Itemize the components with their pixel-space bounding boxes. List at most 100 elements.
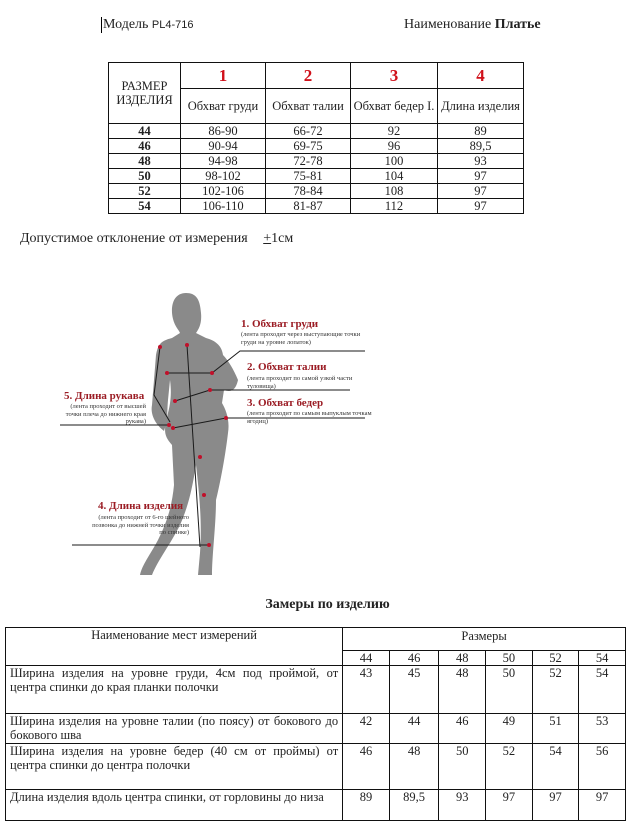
cell: 66-72 — [265, 123, 351, 139]
cell: 52 — [485, 743, 533, 790]
figure-desc-sleeve: (лента проходит от высшей точки плеча до… — [65, 403, 146, 425]
name-label: Наименование — [404, 17, 492, 32]
model-label: Модель — [103, 17, 149, 32]
cell: 86-90 — [180, 123, 266, 139]
cell: 93 — [437, 153, 524, 169]
cell: 97 — [531, 789, 580, 821]
cell: 112 — [350, 198, 438, 214]
size-header: РАЗМЕР ИЗДЕЛИЯ — [108, 62, 181, 124]
measure-name: Ширина изделия на уровне бедер (40 см от… — [4, 743, 344, 790]
cell: 97 — [485, 789, 533, 821]
tolerance-value: 1см — [271, 231, 294, 246]
column-header: Обхват талии — [265, 88, 351, 124]
cell: 97 — [437, 198, 524, 214]
table-row: 44 86-90 66-72 92 89 — [108, 123, 524, 139]
table-row: Ширина изделия на уровне талии (по поясу… — [4, 713, 626, 744]
column-header: Длина изделия — [437, 88, 524, 124]
cell: 102-106 — [180, 183, 266, 199]
col-number: 4 — [437, 62, 524, 89]
measure-name: Длина изделия вдоль центра спинки, от го… — [4, 789, 344, 821]
table-row: Длина изделия вдоль центра спинки, от го… — [4, 789, 626, 821]
cell: 54 — [531, 743, 580, 790]
size-table: РАЗМЕР ИЗДЕЛИЯ 1 2 3 4 Обхват груди Обхва… — [108, 62, 524, 214]
cell: 96 — [350, 138, 438, 154]
col-number: 1 — [180, 62, 266, 89]
cell: 89,5 — [388, 789, 440, 821]
cell: 100 — [350, 153, 438, 169]
product-name-line: Наименование Платье — [404, 17, 541, 33]
cell: 89 — [437, 123, 524, 139]
measure-name: Ширина изделия на уровне груди, 4см под … — [4, 665, 344, 714]
cell: 50 — [485, 665, 533, 714]
cell: 104 — [350, 168, 438, 184]
table-row: 50 98-102 75-81 104 97 — [108, 168, 524, 184]
body-figure — [60, 293, 365, 575]
cell: 97 — [578, 789, 626, 821]
cell: 106-110 — [180, 198, 266, 214]
tolerance-text: Допустимое отклонение от измерения — [20, 231, 248, 246]
cell: 108 — [350, 183, 438, 199]
size-cell: 50 — [108, 168, 181, 184]
name-value: Платье — [494, 17, 541, 32]
size-column-header: 50 — [485, 650, 533, 666]
cell: 81-87 — [265, 198, 351, 214]
cell: 90-94 — [180, 138, 266, 154]
table-row: Ширина изделия на уровне груди, 4см под … — [4, 665, 626, 714]
tolerance-sign: + — [263, 231, 272, 246]
cell: 75-81 — [265, 168, 351, 184]
cell: 46 — [438, 713, 487, 744]
size-cell: 44 — [108, 123, 181, 139]
cell: 98-102 — [180, 168, 266, 184]
size-column-header: 44 — [342, 650, 390, 666]
model-value: PL4-716 — [151, 19, 194, 31]
size-cell: 46 — [108, 138, 181, 154]
figure-label-chest: 1. Обхват груди — [241, 318, 319, 330]
cell: 53 — [578, 713, 626, 744]
measure-name: Ширина изделия на уровне талии (по поясу… — [4, 713, 344, 744]
cell: 45 — [388, 665, 440, 714]
cell: 94-98 — [180, 153, 266, 169]
silhouette — [140, 293, 238, 575]
cell: 56 — [578, 743, 626, 790]
table-row: 46 90-94 69-75 96 89,5 — [108, 138, 524, 154]
measure-table-title: Замеры по изделию — [265, 597, 390, 612]
figure-desc-chest: (лента проходит через выступающие точки … — [241, 331, 361, 346]
measure-table: Наименование мест измерений Размеры 44 46… — [4, 627, 626, 821]
figure-desc-hips: (лента проходит по самым выпуклым точкам… — [247, 410, 372, 425]
cell: 89,5 — [437, 138, 524, 154]
figure-desc-waist: (лента проходит по самой узкой части тул… — [247, 375, 353, 390]
table-row: 54 106-110 81-87 112 97 — [108, 198, 524, 214]
table-row: Ширина изделия на уровне бедер (40 см от… — [4, 743, 626, 790]
col-number: 3 — [350, 62, 438, 89]
size-column-header: 48 — [438, 650, 487, 666]
size-cell: 52 — [108, 183, 181, 199]
figure-label-hips: 3. Обхват бедер — [247, 397, 324, 409]
size-column-header: 54 — [578, 650, 626, 666]
cell: 50 — [438, 743, 487, 790]
column-header: Обхват бедер I. — [350, 88, 438, 124]
name-header: Наименование мест измерений — [4, 627, 344, 666]
cell: 51 — [531, 713, 580, 744]
cell: 52 — [531, 665, 580, 714]
cell: 78-84 — [265, 183, 351, 199]
cell: 97 — [437, 168, 524, 184]
figure-label-sleeve: 5. Длина рукава — [64, 390, 145, 402]
figure-desc-length: (лента проходит от 6-го шейного позвонка… — [92, 514, 189, 536]
cell: 43 — [342, 665, 390, 714]
cell: 54 — [578, 665, 626, 714]
model-line: Модель PL4-716 — [101, 17, 194, 33]
tolerance-note: Допустимое отклонение от измерения +1см — [20, 231, 293, 247]
size-column-header: 46 — [388, 650, 440, 666]
cell: 92 — [350, 123, 438, 139]
cell: 97 — [437, 183, 524, 199]
cell: 72-78 — [265, 153, 351, 169]
cell: 49 — [485, 713, 533, 744]
figure-label-waist: 2. Обхват талии — [247, 361, 327, 373]
size-cell: 48 — [108, 153, 181, 169]
col-number: 2 — [265, 62, 351, 89]
cell: 93 — [438, 789, 487, 821]
cell: 48 — [388, 743, 440, 790]
cell: 46 — [342, 743, 390, 790]
table-row: 48 94-98 72-78 100 93 — [108, 153, 524, 169]
